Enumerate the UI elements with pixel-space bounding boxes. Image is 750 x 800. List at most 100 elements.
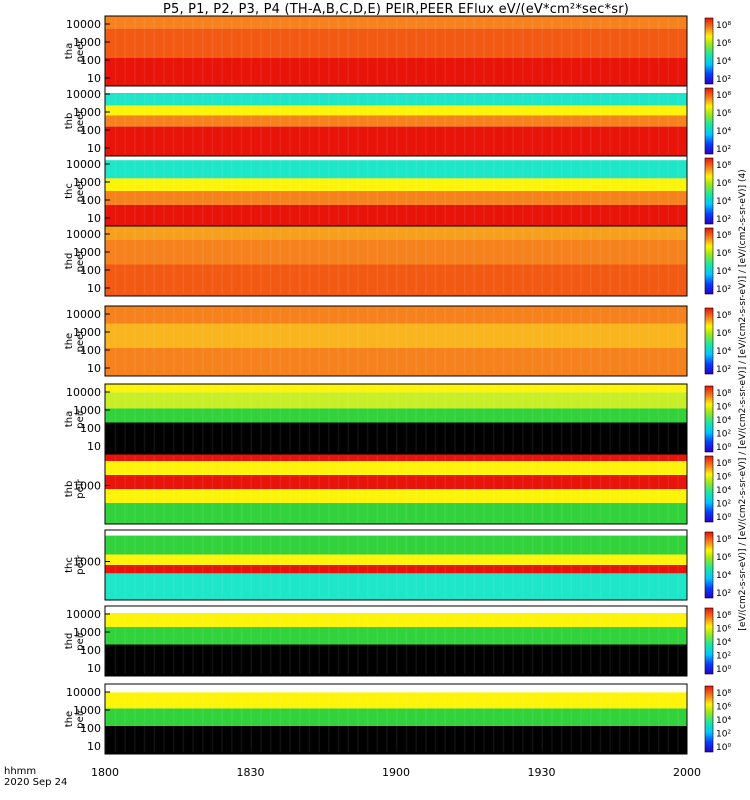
colorbar-tick-label: 10⁴ — [716, 716, 731, 726]
y-tick-label: 100 — [80, 344, 101, 357]
panel-ylabel: thbpeir — [64, 478, 86, 498]
y-tick-label: 100 — [80, 422, 101, 435]
spectrogram-texture — [677, 158, 679, 224]
spectrogram-texture — [473, 456, 476, 522]
spectrogram-texture — [522, 386, 524, 452]
spectrogram-texture — [192, 532, 194, 598]
spectrogram-texture — [638, 88, 640, 154]
spectrogram-texture — [599, 456, 602, 522]
spectrogram-texture — [560, 88, 563, 154]
panel-frame — [104, 305, 688, 377]
spectrogram-texture — [531, 228, 534, 294]
y-tick-label: 100 — [80, 194, 101, 207]
colorbar-tick-label: 10⁴ — [716, 638, 731, 648]
spectrogram-texture — [628, 386, 631, 452]
spectrogram-texture — [570, 608, 573, 674]
spectrogram-panel-thb-peer: thbpeer 10000 1000 100 10 10⁸ 10⁶ 10⁴ 10² — [64, 85, 731, 157]
spectrogram-texture — [444, 18, 446, 84]
colorbar — [704, 531, 714, 599]
spectrogram-texture — [560, 228, 563, 294]
spectrogram-texture — [172, 158, 175, 224]
spectrogram-texture — [134, 686, 136, 752]
spectrogram-texture — [357, 686, 359, 752]
spectrogram-texture — [134, 18, 136, 84]
y-tick-label: 100 — [80, 264, 101, 277]
spectrogram-texture — [289, 158, 291, 224]
x-tick-label: 1800 — [91, 766, 119, 779]
spectrogram-texture — [240, 88, 243, 154]
spectrogram-texture — [677, 88, 679, 154]
spectrogram-texture — [376, 308, 379, 374]
spectrogram-texture — [337, 456, 340, 522]
spectrogram-texture — [512, 608, 514, 674]
spectrogram-texture — [444, 456, 446, 522]
spectrogram-band — [105, 708, 687, 726]
spectrogram-texture — [415, 686, 417, 752]
spectrogram-texture — [366, 228, 369, 294]
spectrogram-texture — [386, 532, 388, 598]
spectrogram-texture — [405, 158, 408, 224]
spectrogram-texture — [638, 158, 640, 224]
spectrogram-texture — [512, 532, 514, 598]
spectrogram-texture — [153, 386, 155, 452]
spectrogram-texture — [192, 608, 194, 674]
spectrogram-band — [105, 392, 687, 409]
spectrogram-band — [105, 489, 687, 503]
spectrogram-texture — [366, 686, 369, 752]
spectrogram-texture — [231, 228, 233, 294]
colorbar-tick-label: 10⁸ — [716, 91, 731, 101]
spectrogram-texture — [376, 228, 379, 294]
spectrogram-texture — [318, 608, 320, 674]
spectrogram-texture — [192, 228, 194, 294]
spectrogram-band — [105, 93, 687, 106]
spectrogram-texture — [231, 532, 233, 598]
spectrogram-texture — [279, 228, 282, 294]
spectrogram-texture — [357, 18, 359, 84]
panel-ylabel: thepeer — [64, 329, 86, 353]
spectrogram-texture — [444, 158, 446, 224]
spectrogram-texture — [667, 456, 670, 522]
spectrogram-texture — [609, 456, 611, 522]
spectrogram-texture — [124, 686, 126, 752]
spectrogram-texture — [337, 228, 340, 294]
colorbar-tick-label: 10² — [716, 215, 731, 225]
spectrogram-texture — [347, 228, 349, 294]
spectrogram-texture — [405, 386, 408, 452]
spectrogram-texture — [376, 686, 379, 752]
spectrogram-texture — [386, 308, 388, 374]
spectrogram-panel-thd-peer: thdpeer 10000 1000 100 10 10⁸ 10⁶ 10⁴ 10² — [64, 225, 731, 297]
spectrogram-texture — [318, 308, 320, 374]
spectrogram-texture — [638, 386, 640, 452]
spectrogram-texture — [580, 158, 582, 224]
spectrogram-texture — [250, 386, 252, 452]
spectrogram-texture — [405, 532, 408, 598]
spectrogram-texture — [318, 18, 320, 84]
spectrogram-texture — [415, 158, 417, 224]
spectrogram-texture — [657, 386, 660, 452]
spectrogram-texture — [463, 88, 466, 154]
spectrogram-texture — [609, 18, 611, 84]
spectrogram-texture — [202, 608, 204, 674]
spectrogram-texture — [628, 228, 631, 294]
spectrogram-texture — [279, 608, 282, 674]
spectrogram-texture — [386, 158, 388, 224]
y-tick-label: 100 — [80, 124, 101, 137]
spectrogram-texture — [240, 456, 243, 522]
y-tick-label: 10 — [87, 740, 101, 753]
spectrogram-texture — [143, 158, 146, 224]
spectrogram-texture — [143, 308, 146, 374]
spectrogram-texture — [493, 386, 495, 452]
spectrogram-texture — [163, 158, 165, 224]
spectrogram-texture — [308, 88, 311, 154]
spectrogram-texture — [211, 608, 214, 674]
spectrogram-texture — [357, 158, 359, 224]
spectrogram-texture — [134, 88, 136, 154]
spectrogram-texture — [328, 88, 330, 154]
spectrogram-texture — [211, 228, 214, 294]
spectrogram-texture — [425, 158, 427, 224]
colorbar-tick-label: 10⁶ — [716, 625, 731, 635]
panel-ylabel: thepeir — [64, 708, 86, 728]
y-tick-label: 100 — [80, 644, 101, 657]
y-tick-label: 10000 — [66, 158, 101, 171]
spectrogram-texture — [677, 686, 679, 752]
